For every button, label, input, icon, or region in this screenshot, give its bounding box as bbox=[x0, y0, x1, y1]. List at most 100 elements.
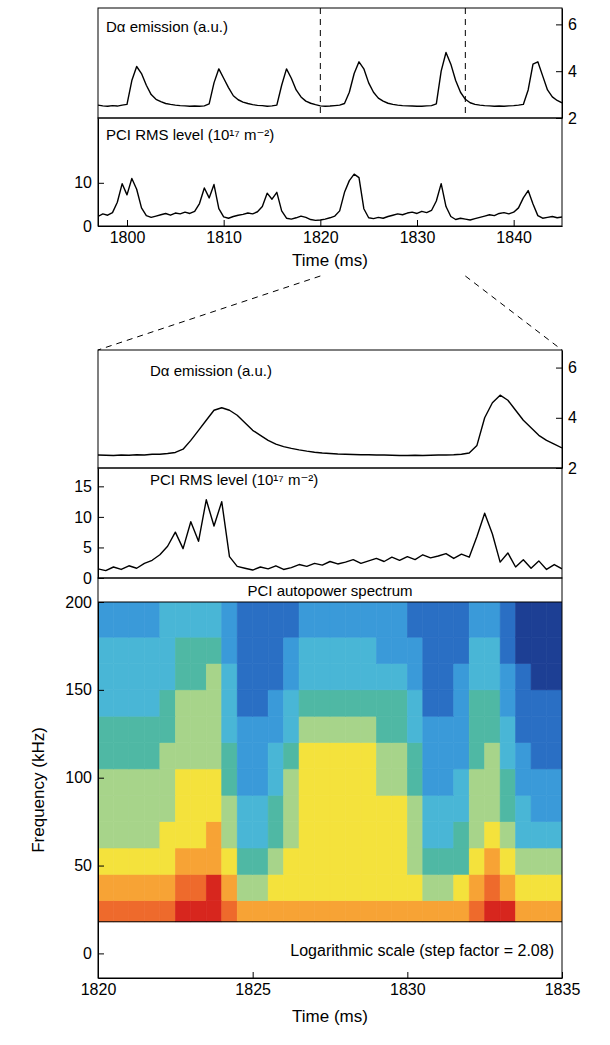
heat-cell bbox=[485, 795, 500, 821]
heat-cell bbox=[392, 848, 407, 874]
heat-cell bbox=[175, 716, 190, 742]
heat-cell bbox=[113, 874, 128, 900]
heat-cell bbox=[500, 822, 515, 848]
tick-mark bbox=[127, 220, 128, 226]
heat-cell bbox=[315, 769, 330, 795]
heat-cell bbox=[392, 874, 407, 900]
heat-cell bbox=[407, 901, 422, 922]
heat-cell bbox=[175, 795, 190, 821]
tick-label: 6 bbox=[568, 16, 577, 33]
heat-cell bbox=[330, 743, 345, 769]
tick: 4 bbox=[556, 409, 577, 426]
axis: 051015 bbox=[74, 469, 104, 587]
heat-cell bbox=[361, 848, 376, 874]
heat-cell bbox=[531, 901, 546, 922]
heat-cell bbox=[144, 795, 159, 821]
heat-cell bbox=[376, 822, 391, 848]
heat-cell bbox=[392, 743, 407, 769]
heat-cell bbox=[516, 690, 531, 716]
tick-label: 0 bbox=[83, 218, 92, 235]
heat-cell bbox=[469, 690, 484, 716]
plot-area bbox=[98, 500, 562, 571]
heat-cell bbox=[407, 848, 422, 874]
heat-cell bbox=[392, 602, 407, 637]
heat-cell bbox=[253, 901, 268, 922]
tick-mark bbox=[320, 220, 321, 226]
heat-cell bbox=[284, 690, 299, 716]
heat-cell bbox=[376, 848, 391, 874]
tick: 6 bbox=[556, 16, 577, 33]
tick: 15 bbox=[74, 478, 104, 495]
tick-label: 50 bbox=[74, 857, 92, 874]
heat-cell bbox=[454, 716, 469, 742]
heat-cell bbox=[268, 795, 283, 821]
heat-cell bbox=[98, 743, 113, 769]
heat-cell bbox=[237, 716, 252, 742]
heat-cell bbox=[547, 743, 562, 769]
data-edge bbox=[98, 921, 562, 922]
heat-cell bbox=[144, 848, 159, 874]
heat-cell bbox=[144, 637, 159, 663]
heat-cell bbox=[284, 874, 299, 900]
heat-cell bbox=[191, 716, 206, 742]
heat-cell bbox=[129, 874, 144, 900]
axis-line bbox=[562, 9, 563, 119]
heat-cell bbox=[547, 690, 562, 716]
chart-svg: 246Dα emission (a.u.)1800181018201830184… bbox=[0, 0, 610, 1045]
tick: 150 bbox=[65, 681, 104, 698]
plot-frame bbox=[98, 578, 562, 978]
tick-label: 1830 bbox=[390, 981, 426, 998]
heat-cell bbox=[485, 602, 500, 637]
heat-cell bbox=[454, 663, 469, 689]
heat-cell bbox=[500, 769, 515, 795]
panel: 18001810182018301840010PCI RMS level (10… bbox=[74, 118, 562, 270]
heat-cell bbox=[345, 795, 360, 821]
heat-cell bbox=[144, 901, 159, 922]
heat-cell bbox=[206, 795, 221, 821]
heat-cell bbox=[191, 637, 206, 663]
heat-cell bbox=[284, 743, 299, 769]
plot-area bbox=[98, 8, 562, 118]
heat-cell bbox=[98, 602, 113, 637]
heat-cell bbox=[222, 848, 237, 874]
heat-cell bbox=[144, 743, 159, 769]
plot-frame bbox=[98, 118, 562, 226]
heat-cell bbox=[345, 743, 360, 769]
heat-cell bbox=[500, 663, 515, 689]
annotation: Logarithmic scale (step factor = 2.08) bbox=[290, 942, 554, 959]
heat-cell bbox=[113, 602, 128, 637]
heat-cell bbox=[485, 822, 500, 848]
heat-cell bbox=[531, 690, 546, 716]
heat-cell bbox=[144, 602, 159, 637]
heat-cell bbox=[315, 602, 330, 637]
heat-cell bbox=[361, 874, 376, 900]
heat-cell bbox=[175, 690, 190, 716]
heat-cell bbox=[485, 663, 500, 689]
heat-cell bbox=[547, 602, 562, 637]
heat-cell bbox=[361, 663, 376, 689]
zoom-connector bbox=[98, 276, 320, 350]
heat-cell bbox=[98, 822, 113, 848]
heat-cell bbox=[438, 602, 453, 637]
heat-cell bbox=[253, 637, 268, 663]
zoom-connectors bbox=[98, 276, 562, 350]
tick-label: 1835 bbox=[545, 981, 581, 998]
tick-label: 1825 bbox=[235, 981, 271, 998]
heat-cell bbox=[407, 637, 422, 663]
heat-cell bbox=[98, 901, 113, 922]
heat-cell bbox=[191, 663, 206, 689]
tick-label: 1800 bbox=[110, 229, 146, 246]
heat-cell bbox=[330, 795, 345, 821]
heat-cell bbox=[469, 602, 484, 637]
heat-cell bbox=[129, 795, 144, 821]
heat-cell bbox=[454, 690, 469, 716]
heat-cell bbox=[268, 874, 283, 900]
tick-label: 10 bbox=[74, 509, 92, 526]
heat-cell bbox=[423, 848, 438, 874]
heat-cell bbox=[376, 690, 391, 716]
heat-cell bbox=[469, 743, 484, 769]
heat-cell bbox=[175, 874, 190, 900]
heat-cell bbox=[516, 716, 531, 742]
tick-label: 100 bbox=[65, 769, 92, 786]
heat-cell bbox=[206, 602, 221, 637]
